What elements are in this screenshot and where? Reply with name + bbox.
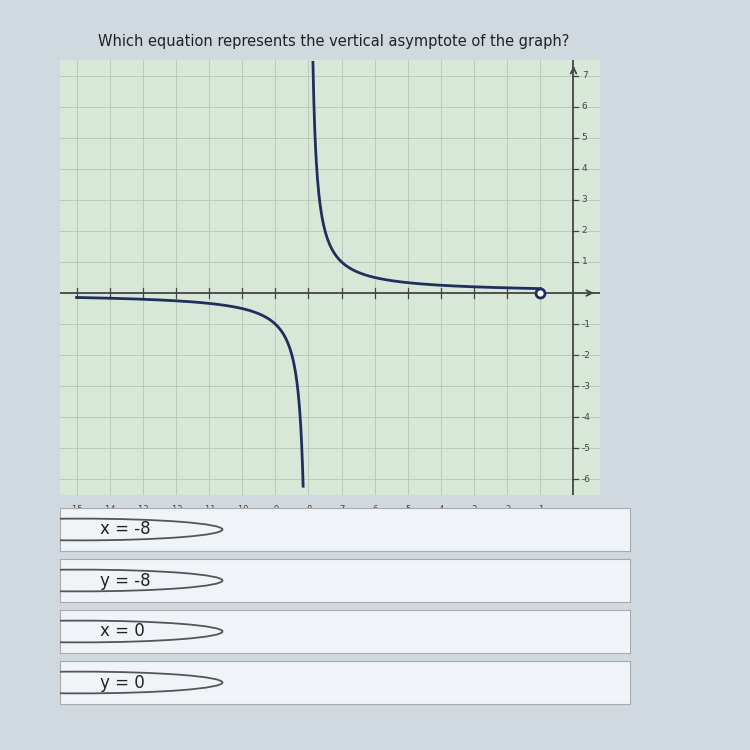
Text: -1: -1	[582, 320, 591, 328]
Text: Which equation represents the vertical asymptote of the graph?: Which equation represents the vertical a…	[98, 34, 568, 49]
Text: 7: 7	[582, 71, 587, 80]
Text: 3: 3	[582, 195, 587, 204]
Text: -5: -5	[582, 444, 591, 453]
Text: 2: 2	[582, 226, 587, 236]
Text: y = -8: y = -8	[100, 572, 151, 590]
Text: -4: -4	[582, 413, 591, 422]
Text: x = 0: x = 0	[100, 622, 145, 640]
Text: 5: 5	[582, 134, 587, 142]
Text: 4: 4	[582, 164, 587, 173]
Text: -6: -6	[582, 475, 591, 484]
Text: -3: -3	[582, 382, 591, 391]
Text: y = 0: y = 0	[100, 674, 145, 692]
Text: -2: -2	[582, 351, 591, 360]
Text: x = -8: x = -8	[100, 520, 151, 538]
Text: 1: 1	[582, 257, 587, 266]
Text: 6: 6	[582, 102, 587, 111]
